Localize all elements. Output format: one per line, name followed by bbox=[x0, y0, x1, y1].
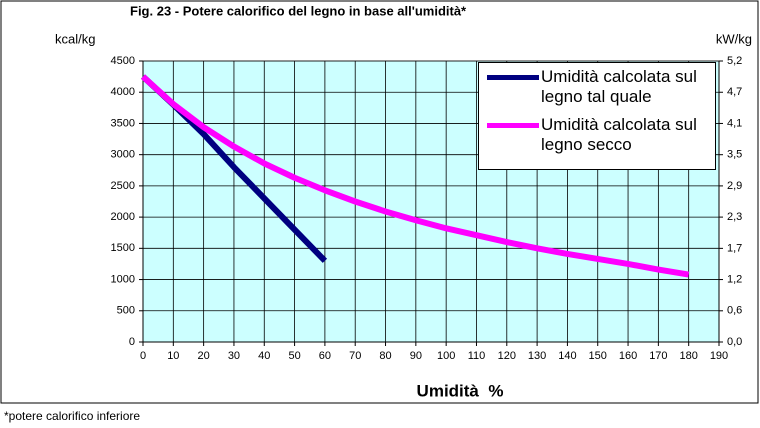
x-tick-label: 80 bbox=[379, 350, 391, 362]
x-tick-label: 100 bbox=[437, 350, 455, 362]
y2-tick-label: 0,6 bbox=[727, 305, 742, 317]
y2-tick-label: 4,7 bbox=[727, 86, 742, 98]
x-axis-label: Umidità % bbox=[417, 381, 504, 400]
legend-label: Umidità calcolata sul legno secco bbox=[541, 115, 697, 154]
chart-title: Fig. 23 - Potere calorifico del legno in… bbox=[130, 3, 467, 18]
y-tick-label: 1000 bbox=[111, 273, 135, 285]
y2-tick-label: 2,9 bbox=[727, 180, 742, 192]
legend-label: Umidità calcolata sul legno tal quale bbox=[541, 67, 697, 106]
legend: Umidità calcolata sul legno tal quale Umi… bbox=[478, 62, 716, 170]
y-tick-label: 3000 bbox=[111, 149, 135, 161]
x-tick-label: 190 bbox=[710, 350, 728, 362]
x-tick-label: 40 bbox=[258, 350, 270, 362]
x-tick-label: 180 bbox=[680, 350, 698, 362]
x-tick-label: 110 bbox=[468, 350, 486, 362]
y2-tick-label: 3,5 bbox=[727, 149, 742, 161]
x-tick-label: 70 bbox=[349, 350, 361, 362]
x-tick-label: 0 bbox=[140, 350, 146, 362]
footnote: *potere calorifico inferiore bbox=[4, 409, 140, 423]
x-tick-label: 20 bbox=[198, 350, 210, 362]
x-tick-label: 130 bbox=[528, 350, 546, 362]
x-tick-label: 160 bbox=[619, 350, 637, 362]
x-tick-label: 140 bbox=[558, 350, 576, 362]
x-tick-label: 30 bbox=[228, 350, 240, 362]
y-tick-label: 2500 bbox=[111, 180, 135, 192]
legend-swatch bbox=[487, 75, 539, 80]
y2-tick-label: 2,3 bbox=[727, 211, 742, 223]
y2-tick-label: 0,0 bbox=[727, 336, 742, 348]
y-tick-label: 4500 bbox=[111, 55, 135, 67]
x-tick-label: 170 bbox=[649, 350, 667, 362]
x-tick-label: 50 bbox=[288, 350, 300, 362]
y-tick-label: 500 bbox=[117, 305, 135, 317]
y-tick-label: 1500 bbox=[111, 242, 135, 254]
x-tick-label: 120 bbox=[498, 350, 516, 362]
x-tick-label: 90 bbox=[410, 350, 422, 362]
y-tick-label: 0 bbox=[129, 336, 135, 348]
y-tick-label: 2000 bbox=[111, 211, 135, 223]
series-line bbox=[140, 74, 690, 278]
y-axis-label: kcal/kg bbox=[55, 31, 95, 46]
y2-tick-label: 1,7 bbox=[727, 242, 742, 254]
y2-tick-label: 5,2 bbox=[727, 55, 742, 67]
y-tick-label: 3500 bbox=[111, 117, 135, 129]
legend-swatch bbox=[487, 123, 539, 128]
y2-tick-label: 1,2 bbox=[727, 273, 742, 285]
x-tick-label: 10 bbox=[167, 350, 179, 362]
y2-axis-label: kW/kg bbox=[716, 31, 752, 46]
x-tick-label: 150 bbox=[589, 350, 607, 362]
y-tick-label: 4000 bbox=[111, 86, 135, 98]
x-tick-label: 60 bbox=[319, 350, 331, 362]
y2-tick-label: 4,1 bbox=[727, 117, 742, 129]
